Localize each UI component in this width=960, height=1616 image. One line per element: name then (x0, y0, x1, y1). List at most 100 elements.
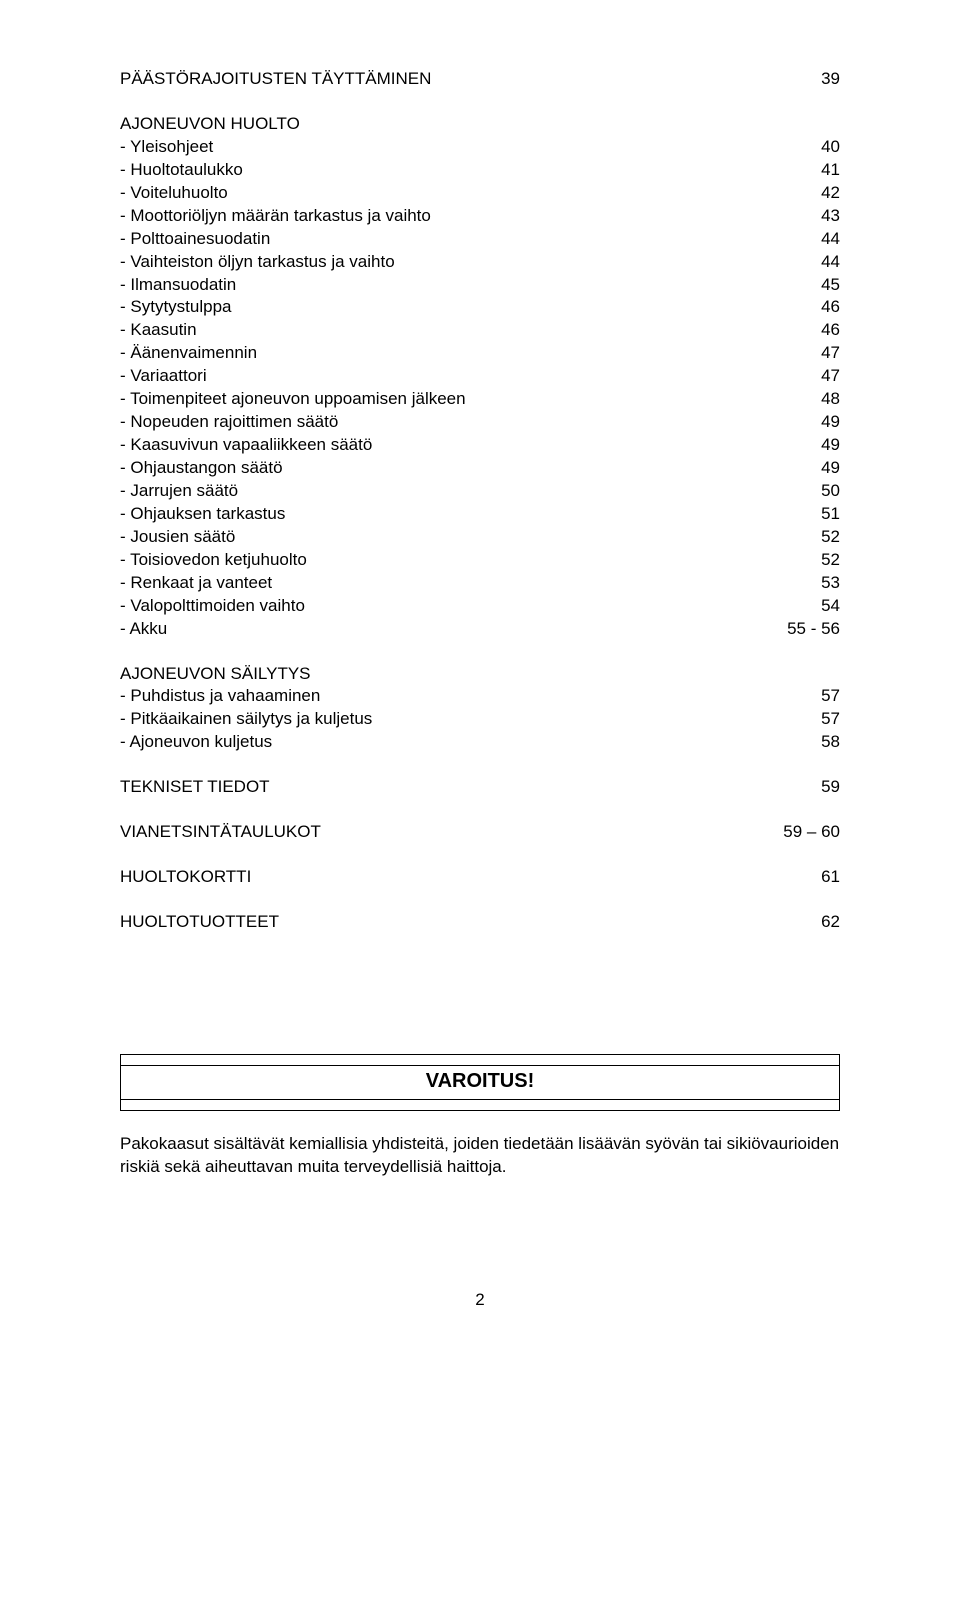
toc-label: - Nopeuden rajoittimen säätö (120, 411, 797, 434)
page-number: 2 (120, 1289, 840, 1312)
toc-row: HUOLTOKORTTI 61 (120, 866, 840, 889)
toc-row: HUOLTOTUOTTEET 62 (120, 911, 840, 934)
toc-label: - Jousien säätö (120, 526, 797, 549)
toc-label: - Ohjaustangon säätö (120, 457, 797, 480)
toc-row: - Kaasutin46 (120, 319, 840, 342)
toc-page: 47 (797, 365, 840, 388)
toc-row: - Ohjaustangon säätö49 (120, 457, 840, 480)
toc-page: 58 (797, 731, 840, 754)
toc-section-heading: AJONEUVON SÄILYTYS (120, 663, 840, 686)
toc-page: 50 (797, 480, 840, 503)
toc-row: - Ilmansuodatin45 (120, 274, 840, 297)
toc-label: - Huoltotaulukko (120, 159, 797, 182)
toc-row: - Huoltotaulukko41 (120, 159, 840, 182)
toc-page: 44 (797, 228, 840, 251)
toc-row: - Polttoainesuodatin44 (120, 228, 840, 251)
toc-label: - Ilmansuodatin (120, 274, 797, 297)
toc-page: 59 (797, 776, 840, 799)
warning-title: VAROITUS! (120, 1066, 840, 1099)
toc-label: - Variaattori (120, 365, 797, 388)
toc-page: 54 (797, 595, 840, 618)
toc-label: - Jarrujen säätö (120, 480, 797, 503)
toc-row: PÄÄSTÖRAJOITUSTEN TÄYTTÄMINEN 39 (120, 68, 840, 91)
toc-row: - Ajoneuvon kuljetus58 (120, 731, 840, 754)
toc-label: - Puhdistus ja vahaaminen (120, 685, 797, 708)
toc-row: - Renkaat ja vanteet53 (120, 572, 840, 595)
warning-border-top (120, 1054, 840, 1066)
toc-row: - Puhdistus ja vahaaminen57 (120, 685, 840, 708)
toc-label: - Toisiovedon ketjuhuolto (120, 549, 797, 572)
warning-border-bottom (120, 1099, 840, 1111)
toc-page: 55 - 56 (763, 618, 840, 641)
toc-label: - Kaasuvivun vapaaliikkeen säätö (120, 434, 797, 457)
toc-row: - Sytytystulppa46 (120, 296, 840, 319)
toc-row: - Jarrujen säätö50 (120, 480, 840, 503)
toc-page: 47 (797, 342, 840, 365)
toc-page: 62 (797, 911, 840, 934)
toc-page: 44 (797, 251, 840, 274)
toc-page: 41 (797, 159, 840, 182)
toc-row: - Valopolttimoiden vaihto54 (120, 595, 840, 618)
toc-page: 46 (797, 319, 840, 342)
toc-label: TEKNISET TIEDOT (120, 776, 789, 799)
toc-page: 45 (797, 274, 840, 297)
toc-row: - Yleisohjeet40 (120, 136, 840, 159)
toc-label: - Vaihteiston öljyn tarkastus ja vaihto (120, 251, 797, 274)
toc-label: VIANETSINTÄTAULUKOT (120, 821, 751, 844)
toc-page: 57 (797, 685, 840, 708)
toc-label: PÄÄSTÖRAJOITUSTEN TÄYTTÄMINEN (120, 68, 797, 91)
toc-label: - Kaasutin (120, 319, 797, 342)
toc-page: 49 (797, 434, 840, 457)
toc-page: 52 (797, 549, 840, 572)
toc-row: VIANETSINTÄTAULUKOT 59 – 60 (120, 821, 840, 844)
toc-page: 49 (797, 411, 840, 434)
toc-row: - Kaasuvivun vapaaliikkeen säätö49 (120, 434, 840, 457)
toc-label: HUOLTOKORTTI (120, 866, 789, 889)
toc-row: - Äänenvaimennin47 (120, 342, 840, 365)
toc-label: HUOLTOTUOTTEET (120, 911, 789, 934)
toc-page: 52 (797, 526, 840, 549)
toc-section-heading: AJONEUVON HUOLTO (120, 113, 840, 136)
toc-page: 42 (797, 182, 840, 205)
toc-row: - Akku55 - 56 (120, 618, 840, 641)
toc-page: 57 (797, 708, 840, 731)
toc-row: - Moottoriöljyn määrän tarkastus ja vaih… (120, 205, 840, 228)
toc-label: - Ohjauksen tarkastus (120, 503, 797, 526)
toc-row: - Variaattori47 (120, 365, 840, 388)
toc-row: TEKNISET TIEDOT 59 (120, 776, 840, 799)
toc-label: - Polttoainesuodatin (120, 228, 797, 251)
toc-page: 39 (797, 68, 840, 91)
toc-page: 61 (797, 866, 840, 889)
warning-box: VAROITUS! (120, 1054, 840, 1111)
toc-label: - Moottoriöljyn määrän tarkastus ja vaih… (120, 205, 797, 228)
toc-page: 48 (797, 388, 840, 411)
toc-label: - Valopolttimoiden vaihto (120, 595, 797, 618)
toc-page: 59 – 60 (759, 821, 840, 844)
toc-label: - Yleisohjeet (120, 136, 797, 159)
toc-row: - Jousien säätö52 (120, 526, 840, 549)
toc-page: 49 (797, 457, 840, 480)
toc-page: 51 (797, 503, 840, 526)
toc-row: - Vaihteiston öljyn tarkastus ja vaihto4… (120, 251, 840, 274)
toc-page: 40 (797, 136, 840, 159)
toc-label: - Akku (120, 618, 763, 641)
toc-page: 46 (797, 296, 840, 319)
toc-label: - Toimenpiteet ajoneuvon uppoamisen jälk… (120, 388, 797, 411)
toc-page: 53 (797, 572, 840, 595)
toc-row: - Toimenpiteet ajoneuvon uppoamisen jälk… (120, 388, 840, 411)
toc-label: - Pitkäaikainen säilytys ja kuljetus (120, 708, 797, 731)
toc-row: - Toisiovedon ketjuhuolto52 (120, 549, 840, 572)
toc-row: - Voiteluhuolto42 (120, 182, 840, 205)
toc-label: - Voiteluhuolto (120, 182, 797, 205)
toc-page: 43 (797, 205, 840, 228)
toc-row: - Ohjauksen tarkastus51 (120, 503, 840, 526)
toc-section: AJONEUVON HUOLTO- Yleisohjeet40- Huoltot… (120, 113, 840, 641)
toc-label: - Sytytystulppa (120, 296, 797, 319)
toc-row: - Nopeuden rajoittimen säätö49 (120, 411, 840, 434)
toc-section: AJONEUVON SÄILYTYS- Puhdistus ja vahaami… (120, 663, 840, 755)
toc-label: - Renkaat ja vanteet (120, 572, 797, 595)
toc-label: - Ajoneuvon kuljetus (120, 731, 797, 754)
toc-label: - Äänenvaimennin (120, 342, 797, 365)
toc-row: - Pitkäaikainen säilytys ja kuljetus57 (120, 708, 840, 731)
warning-text: Pakokaasut sisältävät kemiallisia yhdist… (120, 1133, 840, 1179)
